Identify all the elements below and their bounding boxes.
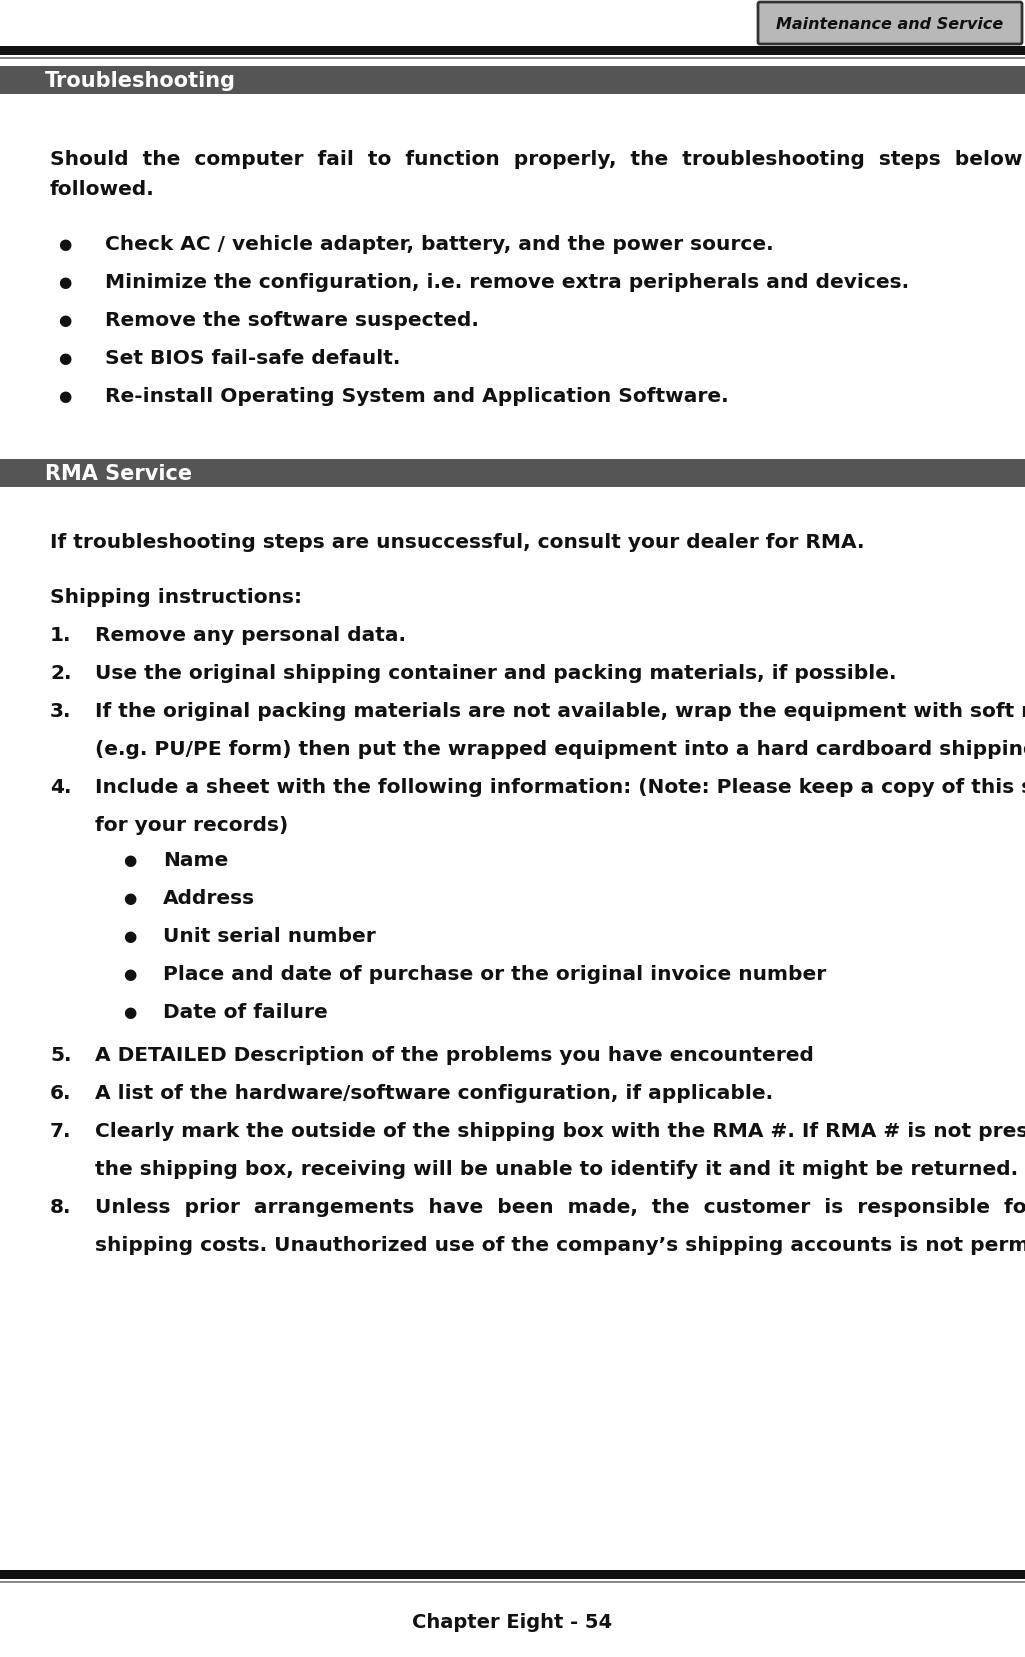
Text: Use the original shipping container and packing materials, if possible.: Use the original shipping container and … — [95, 663, 897, 683]
Text: the shipping box, receiving will be unable to identify it and it might be return: the shipping box, receiving will be unab… — [95, 1160, 1018, 1178]
Text: 4.: 4. — [50, 777, 72, 797]
Text: Set BIOS fail-safe default.: Set BIOS fail-safe default. — [105, 348, 401, 368]
Text: Name: Name — [163, 850, 229, 870]
Text: (e.g. PU/PE form) then put the wrapped equipment into a hard cardboard shipping : (e.g. PU/PE form) then put the wrapped e… — [95, 739, 1025, 759]
Bar — [0, 66, 1025, 94]
Text: Shipping instructions:: Shipping instructions: — [50, 588, 302, 606]
Text: Remove any personal data.: Remove any personal data. — [95, 626, 406, 645]
Text: ●: ● — [123, 852, 136, 868]
FancyBboxPatch shape — [758, 3, 1022, 45]
Text: for your records): for your records) — [95, 815, 288, 835]
Text: Unit serial number: Unit serial number — [163, 926, 376, 946]
Bar — [0, 1571, 1025, 1579]
Text: Place and date of purchase or the original invoice number: Place and date of purchase or the origin… — [163, 964, 826, 983]
Text: 3.: 3. — [50, 701, 72, 721]
Text: Include a sheet with the following information: (Note: Please keep a copy of thi: Include a sheet with the following infor… — [95, 777, 1025, 797]
Text: 7.: 7. — [50, 1122, 72, 1140]
Text: ●: ● — [123, 928, 136, 943]
Text: shipping costs. Unauthorized use of the company’s shipping accounts is not permi: shipping costs. Unauthorized use of the … — [95, 1234, 1025, 1254]
Text: Re-install Operating System and Application Software.: Re-install Operating System and Applicat… — [105, 386, 729, 406]
Text: Maintenance and Service: Maintenance and Service — [776, 17, 1003, 31]
Text: 8.: 8. — [50, 1198, 72, 1216]
Text: Unless  prior  arrangements  have  been  made,  the  customer  is  responsible  : Unless prior arrangements have been made… — [95, 1198, 1025, 1216]
Text: 2.: 2. — [50, 663, 72, 683]
Text: 6.: 6. — [50, 1084, 72, 1102]
Text: ●: ● — [58, 237, 72, 252]
Text: RMA Service: RMA Service — [45, 464, 192, 484]
Text: Clearly mark the outside of the shipping box with the RMA #. If RMA # is not pre: Clearly mark the outside of the shipping… — [95, 1122, 1025, 1140]
Text: ●: ● — [58, 313, 72, 328]
Bar — [0, 58, 1025, 60]
Text: followed.: followed. — [50, 181, 155, 199]
Text: Chapter Eight - 54: Chapter Eight - 54 — [412, 1612, 613, 1632]
Bar — [0, 459, 1025, 487]
Text: ●: ● — [58, 389, 72, 404]
Text: If troubleshooting steps are unsuccessful, consult your dealer for RMA.: If troubleshooting steps are unsuccessfu… — [50, 532, 864, 552]
Text: Troubleshooting: Troubleshooting — [45, 71, 236, 91]
Text: A DETAILED Description of the problems you have encountered: A DETAILED Description of the problems y… — [95, 1046, 814, 1064]
Text: Minimize the configuration, i.e. remove extra peripherals and devices.: Minimize the configuration, i.e. remove … — [105, 273, 909, 292]
Text: Check AC / vehicle adapter, battery, and the power source.: Check AC / vehicle adapter, battery, and… — [105, 235, 774, 254]
Text: ●: ● — [123, 890, 136, 905]
Text: Should  the  computer  fail  to  function  properly,  the  troubleshooting  step: Should the computer fail to function pro… — [50, 149, 1025, 169]
Text: Address: Address — [163, 888, 255, 908]
Text: ●: ● — [123, 1004, 136, 1019]
Text: ●: ● — [58, 351, 72, 366]
Text: A list of the hardware/software configuration, if applicable.: A list of the hardware/software configur… — [95, 1084, 773, 1102]
Text: If the original packing materials are not available, wrap the equipment with sof: If the original packing materials are no… — [95, 701, 1025, 721]
Text: 1.: 1. — [50, 626, 72, 645]
Text: ●: ● — [123, 966, 136, 981]
Text: ●: ● — [58, 275, 72, 290]
Text: Date of failure: Date of failure — [163, 1002, 328, 1021]
Bar — [0, 46, 1025, 56]
Text: 5.: 5. — [50, 1046, 72, 1064]
Bar — [0, 1581, 1025, 1582]
Text: Remove the software suspected.: Remove the software suspected. — [105, 312, 479, 330]
